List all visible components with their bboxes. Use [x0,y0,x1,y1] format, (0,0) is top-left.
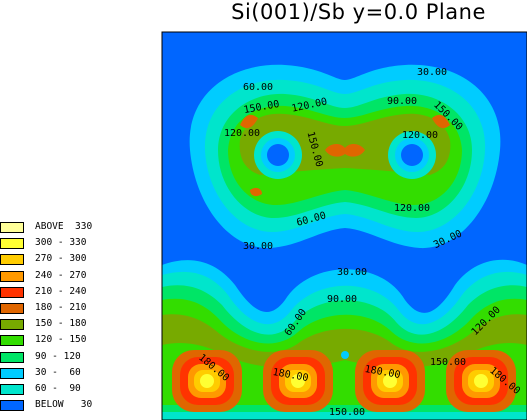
legend-label: 240 - 270 [35,269,87,281]
contour-label: 120.00 [402,130,438,141]
legend-swatch [0,400,24,412]
legend-swatch [0,384,24,395]
contour-label: 150.00 [329,407,365,418]
legend-label: 30 - 60 [35,366,81,378]
legend-swatch [0,351,24,363]
contour-label: 60.00 [243,82,273,93]
legend-swatch [0,319,24,331]
contour-label: 120.00 [394,203,430,214]
legend-swatch [0,254,24,266]
legend-entry: 120 - 150 [0,334,140,347]
legend-entry: ABOVE 330 [0,221,140,234]
legend-entry: 270 - 300 [0,253,140,266]
legend-entry: BELOW 30 [0,399,140,412]
contour-label: 30.00 [337,267,367,278]
legend-swatch [0,270,24,282]
legend-swatch [0,335,24,347]
legend-entry: 60 - 90 [0,383,140,396]
legend-swatch [0,286,24,298]
legend-entry: 240 - 270 [0,269,140,283]
legend-swatch [0,238,24,250]
legend-label: 120 - 150 [35,334,87,346]
legend-entry: 30 - 60 [0,366,140,380]
legend-entry: 150 - 180 [0,318,140,331]
contour-label: 30.00 [417,67,447,78]
legend-swatch [0,222,24,233]
legend-swatch [0,303,24,314]
legend-entry: 300 - 330 [0,237,140,250]
legend-label: 210 - 240 [35,285,87,297]
hot-spot-1 [172,350,242,412]
legend-label: 150 - 180 [35,318,87,330]
legend-entry: 210 - 240 [0,285,140,299]
legend-label: 270 - 300 [35,253,87,265]
contour-label: 30.00 [243,241,273,252]
legend-label: 60 - 90 [35,383,81,394]
contour-label: 150.00 [430,357,466,368]
contour-label: 90.00 [387,96,417,107]
legend-label: 300 - 330 [35,237,87,249]
hot-spot-2 [263,350,333,412]
contour-label: 90.00 [327,294,357,305]
contour-fills [162,64,527,420]
legend-label: BELOW 30 [35,399,93,411]
legend-entry: 90 - 120 [0,350,140,364]
legend-entry: 180 - 210 [0,302,140,315]
hot-spot-4 [446,350,516,412]
legend-swatch [0,367,24,379]
contour-label: 120.00 [224,128,260,139]
hot-spot-3 [355,350,425,412]
chart-title: Si(001)/Sb y=0.0 Plane [231,0,486,24]
legend-label: ABOVE 330 [35,221,93,232]
legend-label: 180 - 210 [35,302,87,313]
legend-label: 90 - 120 [35,350,81,362]
